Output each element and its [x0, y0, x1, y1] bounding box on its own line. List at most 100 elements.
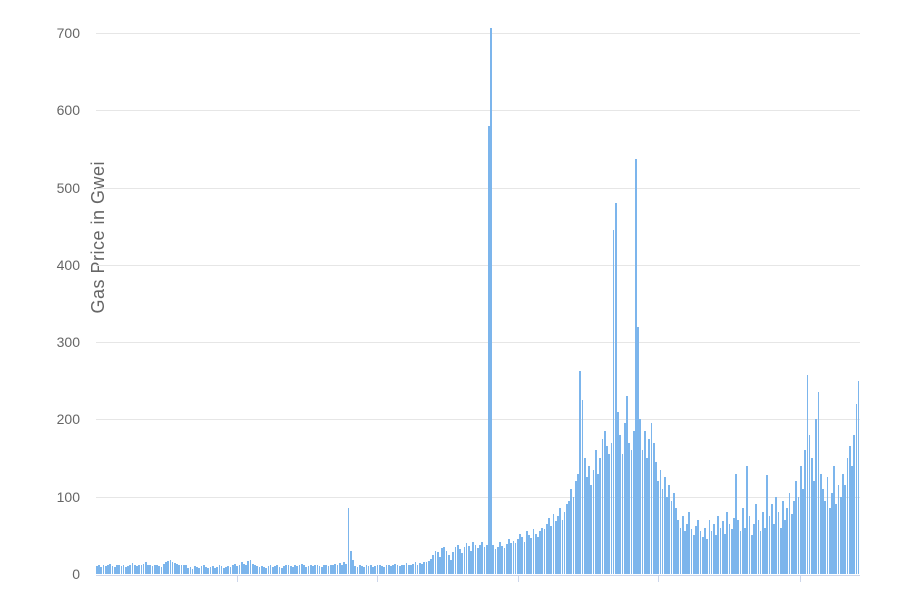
bar[interactable]	[336, 565, 339, 574]
bar[interactable]	[191, 568, 194, 574]
bar[interactable]	[216, 567, 218, 574]
bar[interactable]	[127, 566, 129, 574]
bar[interactable]	[568, 500, 570, 574]
bar[interactable]	[296, 566, 299, 574]
bar[interactable]	[365, 564, 368, 574]
bar[interactable]	[136, 566, 138, 574]
bar[interactable]	[574, 481, 577, 574]
bar[interactable]	[312, 566, 314, 574]
bar[interactable]	[474, 544, 477, 574]
bar[interactable]	[775, 496, 778, 574]
bar[interactable]	[318, 566, 321, 574]
bar[interactable]	[481, 542, 484, 574]
bar[interactable]	[610, 442, 613, 574]
bar[interactable]	[289, 566, 292, 574]
bar[interactable]	[833, 465, 835, 574]
bar[interactable]	[309, 565, 312, 574]
bar[interactable]	[280, 567, 283, 574]
bar[interactable]	[579, 370, 582, 574]
bar[interactable]	[561, 519, 564, 574]
bar[interactable]	[214, 567, 216, 574]
bar[interactable]	[229, 567, 232, 574]
bar[interactable]	[100, 567, 103, 574]
bar[interactable]	[249, 560, 252, 574]
bar[interactable]	[116, 565, 118, 574]
bar[interactable]	[151, 566, 154, 574]
bar[interactable]	[592, 469, 595, 574]
bar[interactable]	[387, 564, 390, 574]
bar[interactable]	[516, 539, 519, 574]
bar[interactable]	[824, 500, 827, 574]
bar[interactable]	[452, 552, 455, 574]
bar[interactable]	[323, 565, 325, 574]
bar[interactable]	[410, 564, 412, 574]
bar[interactable]	[218, 565, 221, 574]
bar[interactable]	[623, 423, 626, 574]
bar[interactable]	[773, 523, 775, 574]
bar[interactable]	[120, 566, 123, 574]
bar[interactable]	[779, 527, 782, 574]
bar[interactable]	[739, 531, 742, 574]
bar[interactable]	[577, 473, 579, 574]
bar[interactable]	[766, 475, 769, 574]
bar[interactable]	[539, 531, 541, 574]
bar[interactable]	[102, 564, 105, 574]
bar[interactable]	[176, 563, 178, 574]
bar[interactable]	[768, 516, 771, 574]
bar[interactable]	[525, 531, 528, 574]
bar[interactable]	[750, 535, 753, 574]
bar[interactable]	[236, 566, 239, 574]
bar[interactable]	[256, 566, 259, 574]
bar[interactable]	[777, 512, 780, 574]
bar[interactable]	[251, 563, 254, 574]
bar[interactable]	[238, 564, 241, 574]
bar[interactable]	[672, 492, 675, 574]
bar[interactable]	[746, 465, 749, 574]
bar[interactable]	[735, 473, 737, 574]
bar[interactable]	[372, 567, 374, 574]
bar[interactable]	[802, 488, 804, 574]
bar[interactable]	[641, 450, 644, 574]
bar[interactable]	[630, 450, 633, 574]
bar[interactable]	[519, 533, 521, 574]
bar[interactable]	[260, 566, 263, 574]
bar[interactable]	[733, 518, 735, 574]
bar[interactable]	[583, 458, 586, 574]
bar[interactable]	[686, 523, 688, 574]
bar[interactable]	[349, 550, 352, 574]
bar[interactable]	[559, 508, 562, 574]
bar[interactable]	[118, 564, 120, 574]
bar[interactable]	[109, 563, 112, 574]
bar[interactable]	[334, 563, 337, 574]
bar[interactable]	[405, 563, 408, 574]
bar[interactable]	[338, 563, 341, 574]
bar[interactable]	[697, 519, 700, 574]
bar[interactable]	[432, 554, 435, 574]
bar[interactable]	[211, 566, 214, 574]
bar[interactable]	[430, 558, 432, 574]
bar[interactable]	[688, 512, 691, 574]
bar[interactable]	[817, 392, 820, 574]
bar[interactable]	[459, 549, 461, 574]
bar[interactable]	[394, 563, 397, 574]
bar[interactable]	[710, 531, 713, 574]
bar[interactable]	[808, 434, 811, 574]
bar[interactable]	[601, 438, 604, 574]
bar[interactable]	[122, 565, 125, 574]
bar[interactable]	[826, 477, 829, 574]
bar[interactable]	[668, 485, 671, 574]
bar[interactable]	[162, 563, 165, 574]
bar[interactable]	[828, 508, 831, 574]
bar[interactable]	[831, 492, 833, 574]
bar[interactable]	[467, 546, 470, 574]
bar[interactable]	[396, 564, 399, 574]
bar[interactable]	[447, 554, 450, 574]
bar[interactable]	[439, 556, 441, 574]
bar[interactable]	[258, 567, 261, 574]
bar[interactable]	[659, 469, 662, 574]
bar[interactable]	[853, 434, 856, 574]
bar[interactable]	[363, 567, 365, 574]
bar[interactable]	[761, 512, 764, 574]
bar[interactable]	[443, 546, 446, 574]
bar[interactable]	[398, 566, 401, 574]
